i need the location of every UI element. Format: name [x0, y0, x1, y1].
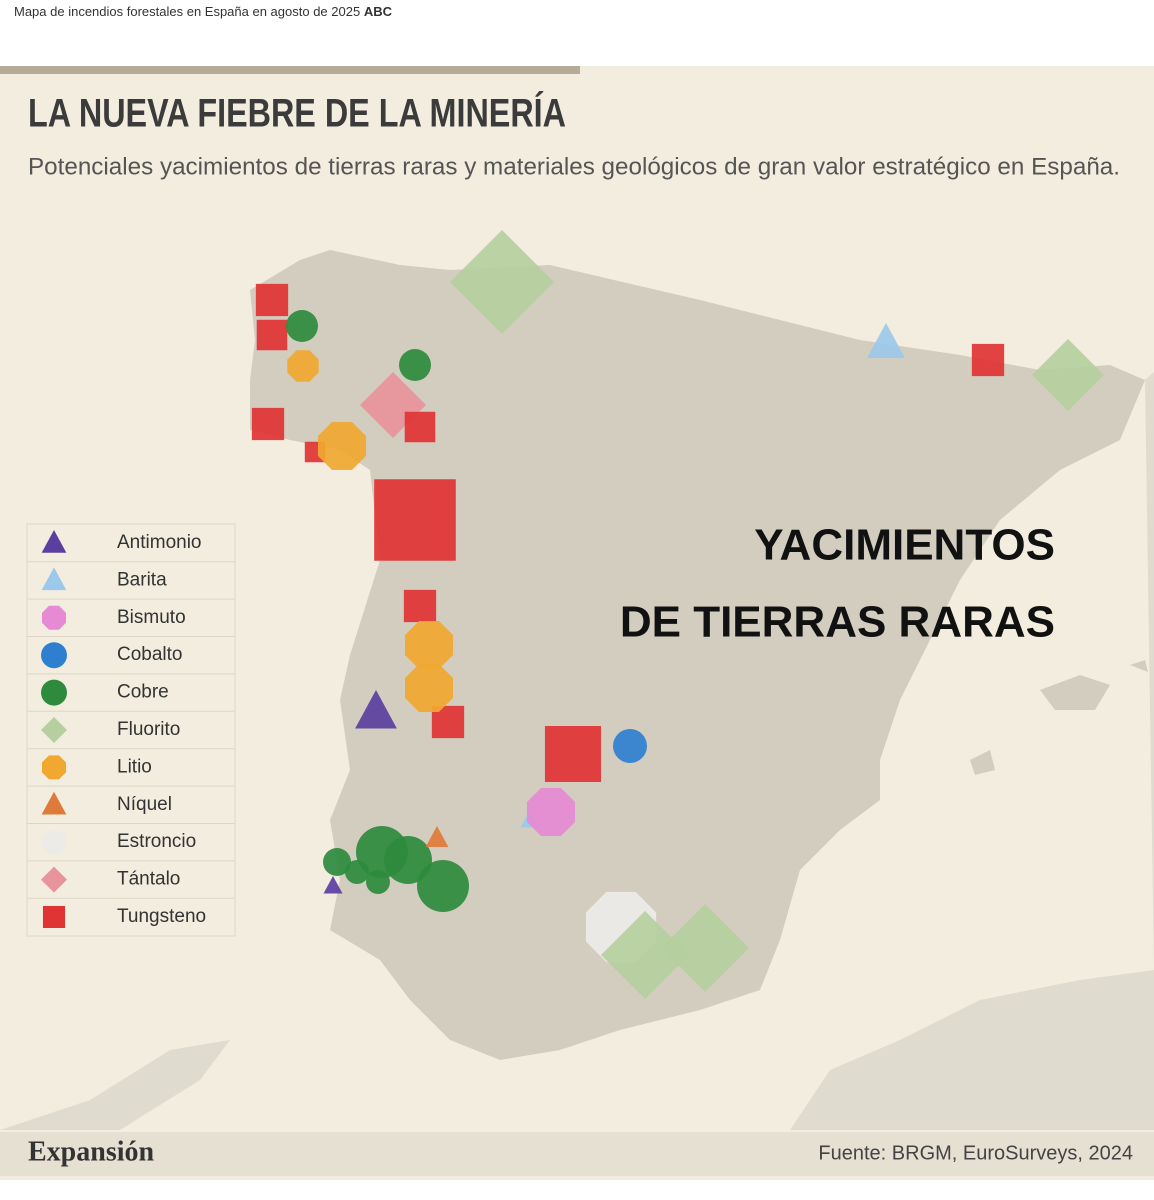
- map-marker: [601, 911, 689, 999]
- subtitle: Potenciales yacimientos de tierras raras…: [28, 153, 1120, 180]
- map-marker: [286, 310, 318, 342]
- legend-symbol: [41, 605, 67, 630]
- map-marker: [425, 826, 449, 847]
- legend-symbol: [41, 755, 67, 780]
- map-marker: [323, 848, 351, 876]
- legend-label: Barita: [117, 569, 167, 590]
- caption-text: Mapa de incendios forestales en España e…: [14, 4, 360, 19]
- map-marker: [450, 230, 554, 334]
- caption-source: ABC: [364, 4, 393, 19]
- iberia: [250, 250, 1145, 1060]
- map-marker: [345, 860, 369, 884]
- map-marker: [404, 663, 454, 713]
- legend-symbol: [42, 905, 66, 929]
- map-marker: [366, 870, 390, 894]
- legend-symbol: [41, 642, 67, 669]
- map: [0, 250, 1154, 1130]
- map-marker: [404, 411, 436, 443]
- map-marker: [431, 705, 465, 739]
- land-other: [0, 1040, 230, 1130]
- legend-label: Níquel: [117, 794, 172, 815]
- map-marker: [323, 876, 343, 894]
- legend-label: Tántalo: [117, 869, 180, 890]
- legend-symbol: [41, 791, 67, 815]
- footer-band: [0, 1132, 1154, 1176]
- legend-symbol: [41, 866, 67, 893]
- map-marker: [287, 350, 319, 382]
- title: LA NUEVA FIEBRE DE LA MINERÍA: [28, 91, 566, 136]
- map-marker: [544, 725, 602, 783]
- map-marker: [403, 589, 437, 623]
- legend-symbol: [41, 530, 67, 553]
- legend-symbol: [41, 679, 67, 706]
- map-marker: [971, 343, 1005, 377]
- legend-symbol: [41, 830, 67, 855]
- overlay-text: YACIMIENTOS: [754, 521, 1055, 570]
- legend-label: Cobalto: [117, 644, 183, 665]
- overlay-text: DE TIERRAS RARAS: [620, 598, 1055, 647]
- map-marker: [255, 283, 289, 317]
- map-markers: [251, 230, 1104, 999]
- legend-label: Bismuto: [117, 607, 186, 628]
- legend-label: Fluorito: [117, 719, 180, 740]
- map-marker: [526, 787, 576, 837]
- map-marker: [417, 860, 469, 912]
- legend-label: Cobre: [117, 682, 169, 703]
- caption: Mapa de incendios forestales en España e…: [14, 4, 393, 19]
- islands: [970, 660, 1148, 775]
- legend-symbol: [41, 567, 67, 591]
- map-marker: [613, 729, 647, 763]
- land-other: [790, 372, 1154, 1130]
- map-marker: [1032, 339, 1104, 411]
- legend-label: Antimonio: [117, 532, 202, 553]
- source: Fuente: BRGM, EuroSurveys, 2024: [818, 1142, 1133, 1164]
- map-marker: [355, 690, 397, 729]
- legend-label: Tungsteno: [117, 906, 206, 927]
- map-marker: [384, 836, 432, 884]
- legend-symbol: [41, 717, 67, 743]
- map-marker: [404, 620, 454, 670]
- map-marker: [374, 479, 456, 561]
- legend: Antimonio Barita Bismuto Cobalto Cobre Fluori…: [27, 530, 235, 929]
- legend-label: Estroncio: [117, 831, 196, 852]
- brand: Expansión: [28, 1136, 154, 1167]
- legend-label: Litio: [117, 756, 152, 777]
- map-marker: [256, 319, 288, 351]
- map-marker: [399, 349, 431, 381]
- map-marker: [317, 421, 367, 471]
- map-marker: [251, 407, 285, 441]
- top-bar: [0, 66, 580, 74]
- map-marker: [661, 904, 749, 992]
- map-marker: [867, 323, 905, 358]
